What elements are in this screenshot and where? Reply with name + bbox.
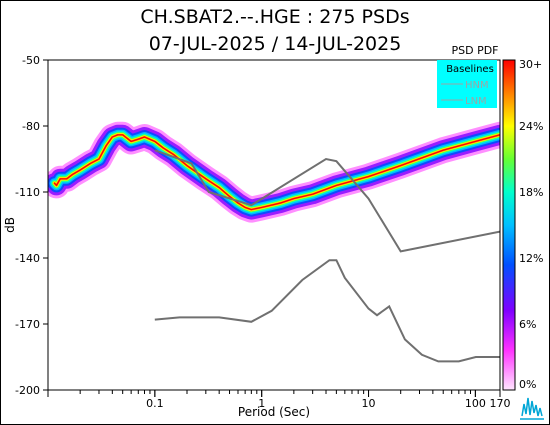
x-tick-label: 10 bbox=[362, 397, 376, 410]
colorbar-label: 24% bbox=[519, 120, 543, 133]
y-tick-label: -50 bbox=[22, 54, 40, 67]
x-tick-label: 100 bbox=[465, 397, 486, 410]
y-tick-label: -200 bbox=[15, 384, 40, 397]
baseline-lnm bbox=[154, 259, 500, 363]
y-tick-label: -140 bbox=[15, 252, 40, 265]
axes: -50 -80 -110 -140 -170 -200 0.1 1 10 100 170 bbox=[15, 54, 510, 410]
colorbar-label: 18% bbox=[519, 186, 543, 199]
legend: Baselines HNM LNM bbox=[437, 60, 497, 108]
colorbar-label: 0% bbox=[519, 378, 536, 391]
legend-title: Baselines bbox=[446, 64, 494, 75]
colorbar bbox=[502, 59, 516, 391]
colorbar-labels: 30+ 24% 18% 12% 6% 0% bbox=[519, 58, 543, 391]
x-tick-label: 1 bbox=[258, 397, 265, 410]
plot-area bbox=[47, 59, 501, 391]
y-tick-label: -80 bbox=[22, 120, 40, 133]
colorbar-title: PSD PDF bbox=[451, 44, 498, 57]
colorbar-label: 30+ bbox=[519, 58, 542, 71]
logo-icon bbox=[520, 397, 544, 420]
chart-subtitle: 07-JUL-2025 / 14-JUL-2025 bbox=[148, 33, 402, 55]
y-tick-label: -170 bbox=[15, 318, 40, 331]
legend-lnm-label: LNM bbox=[465, 96, 487, 107]
chart-title: CH.SBAT2.--.HGE : 275 PSDs bbox=[140, 6, 410, 28]
colorbar-label: 12% bbox=[519, 252, 543, 265]
x-tick-label: 170 bbox=[490, 397, 511, 410]
baseline-hnm bbox=[154, 149, 500, 253]
pdf-density-layer bbox=[48, 121, 500, 223]
y-axis-label: dB bbox=[3, 217, 17, 233]
y-tick-label: -110 bbox=[15, 186, 40, 199]
x-axis-label: Period (Sec) bbox=[238, 405, 310, 419]
legend-hnm-label: HNM bbox=[465, 80, 489, 91]
x-tick-label: 0.1 bbox=[146, 397, 164, 410]
colorbar-label: 6% bbox=[519, 318, 536, 331]
pdf-density-band bbox=[53, 134, 500, 211]
baseline-layer bbox=[154, 149, 500, 363]
